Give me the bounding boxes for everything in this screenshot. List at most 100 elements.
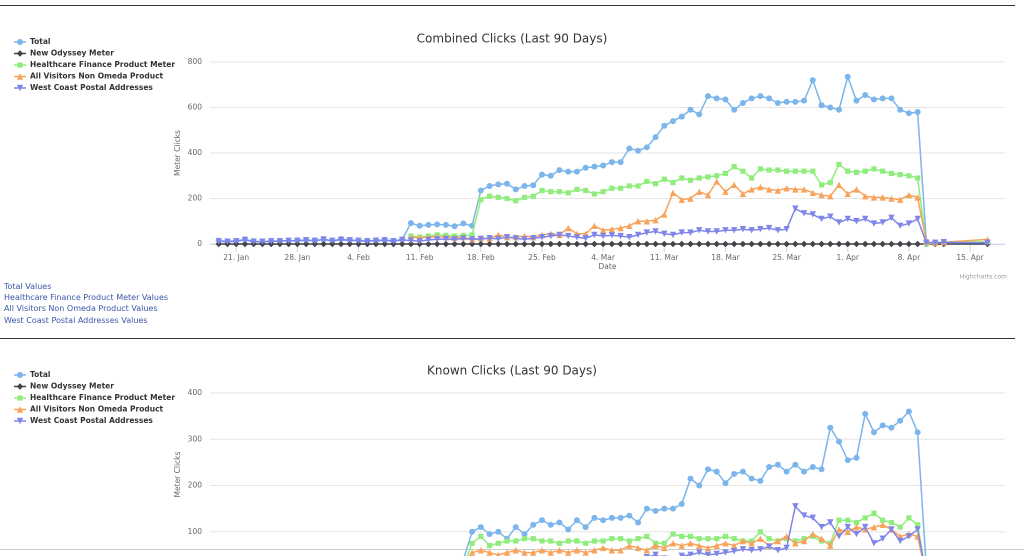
point xyxy=(704,544,712,552)
point xyxy=(250,238,257,245)
point xyxy=(233,238,240,245)
point xyxy=(337,240,345,248)
point xyxy=(757,226,764,233)
point xyxy=(844,215,851,223)
point xyxy=(757,240,764,248)
y-tick-label: 0 xyxy=(197,239,202,248)
point xyxy=(765,240,773,248)
point xyxy=(600,189,606,195)
point xyxy=(792,168,798,174)
point xyxy=(844,457,851,464)
point xyxy=(827,213,834,220)
legend-symbol xyxy=(16,417,24,425)
point xyxy=(870,220,878,227)
point xyxy=(880,517,886,523)
point xyxy=(783,98,790,105)
point xyxy=(844,73,851,80)
point xyxy=(905,533,913,540)
point xyxy=(748,95,755,102)
point xyxy=(547,521,554,528)
legend-label: All Visitors Non Omeda Product xyxy=(30,405,164,414)
point xyxy=(600,517,607,524)
point xyxy=(495,528,502,535)
point xyxy=(600,162,607,169)
point xyxy=(810,168,816,174)
point xyxy=(984,239,991,247)
point xyxy=(836,517,842,523)
point xyxy=(503,549,511,556)
point xyxy=(915,522,921,528)
point xyxy=(565,190,571,196)
point xyxy=(652,542,659,549)
point xyxy=(591,538,597,544)
point xyxy=(713,542,720,549)
point xyxy=(486,240,493,248)
point xyxy=(538,240,546,248)
x-tick-label: 4. Mar xyxy=(591,253,616,262)
chart-title: Known Clicks (Last 90 Days) xyxy=(427,364,597,378)
point xyxy=(608,226,616,233)
point xyxy=(923,239,930,247)
point xyxy=(835,526,843,533)
point xyxy=(722,480,729,487)
point xyxy=(538,517,545,524)
point xyxy=(670,505,677,512)
legend-symbol xyxy=(17,39,23,45)
point xyxy=(224,238,231,245)
point xyxy=(696,542,703,549)
point xyxy=(582,164,589,171)
point xyxy=(731,164,737,170)
point xyxy=(486,543,493,549)
point xyxy=(215,238,222,245)
values-link[interactable]: West Coast Postal Addresses Values xyxy=(4,315,148,325)
point xyxy=(617,232,624,240)
values-link[interactable]: Total Values xyxy=(4,282,52,291)
legend-label: Total xyxy=(30,37,51,46)
point xyxy=(704,191,712,199)
point xyxy=(582,549,589,556)
point xyxy=(713,550,720,556)
point xyxy=(783,240,790,248)
point xyxy=(844,528,851,535)
point xyxy=(643,144,650,151)
point xyxy=(835,533,843,540)
point xyxy=(896,196,904,203)
point xyxy=(364,238,371,245)
point xyxy=(766,464,773,470)
point xyxy=(652,216,659,224)
point xyxy=(774,240,782,248)
point xyxy=(337,236,345,244)
point xyxy=(696,227,703,234)
point xyxy=(687,240,694,248)
point xyxy=(547,549,554,556)
point xyxy=(267,238,275,245)
point xyxy=(844,190,851,198)
point xyxy=(774,187,782,194)
point xyxy=(635,183,641,189)
point xyxy=(486,235,493,242)
legend-symbol xyxy=(16,73,24,80)
point xyxy=(914,109,921,116)
point xyxy=(521,549,528,556)
point xyxy=(809,530,817,538)
point xyxy=(468,549,476,556)
point xyxy=(836,438,843,445)
point xyxy=(495,240,502,248)
point xyxy=(608,514,615,521)
point xyxy=(556,231,563,239)
point xyxy=(905,240,913,248)
point xyxy=(722,227,729,234)
point xyxy=(495,540,501,546)
point xyxy=(687,551,694,556)
point xyxy=(573,517,580,524)
point xyxy=(617,159,624,166)
x-axis-label: Date xyxy=(599,262,617,271)
point xyxy=(661,544,668,552)
point xyxy=(599,544,607,552)
values-link[interactable]: Healthcare Finance Product Meter Values xyxy=(4,293,169,303)
point xyxy=(591,514,598,521)
point xyxy=(871,510,877,516)
point xyxy=(896,240,904,248)
values-link[interactable]: All Visitors Non Omeda Product Values xyxy=(4,304,158,314)
point xyxy=(670,531,676,537)
